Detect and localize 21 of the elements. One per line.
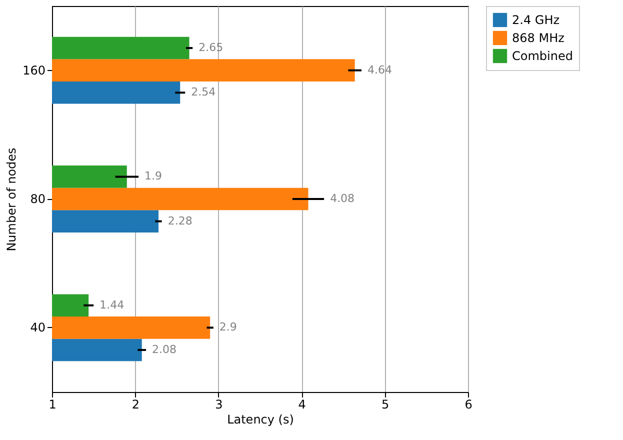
y-axis-title: Number of nodes [4, 148, 19, 252]
x-tick-label: 2 [132, 398, 140, 412]
data-label: 2.28 [168, 214, 192, 228]
data-label: 2.9 [219, 320, 237, 334]
y-tick-label: 40 [30, 320, 46, 335]
y-tick-label: 160 [22, 63, 46, 78]
data-label: 1.44 [100, 298, 124, 312]
y-tick-label: 80 [30, 192, 46, 206]
x-tick-label: 6 [464, 398, 472, 412]
x-tick-label: 4 [298, 398, 306, 412]
legend-label: Combined [512, 49, 573, 63]
x-tick-label: 5 [381, 398, 390, 412]
legend-label: 2.4 GHz [512, 13, 560, 27]
legend-label: 868 MHz [512, 31, 564, 45]
data-label: 2.54 [191, 86, 216, 99]
data-label: 1.9 [144, 170, 162, 183]
data-label: 2.08 [152, 342, 177, 356]
data-label: 4.08 [330, 192, 355, 205]
x-tick-label: 1 [48, 398, 56, 412]
x-tick-label: 3 [215, 398, 223, 412]
x-axis-title: Latency (s) [227, 412, 294, 426]
